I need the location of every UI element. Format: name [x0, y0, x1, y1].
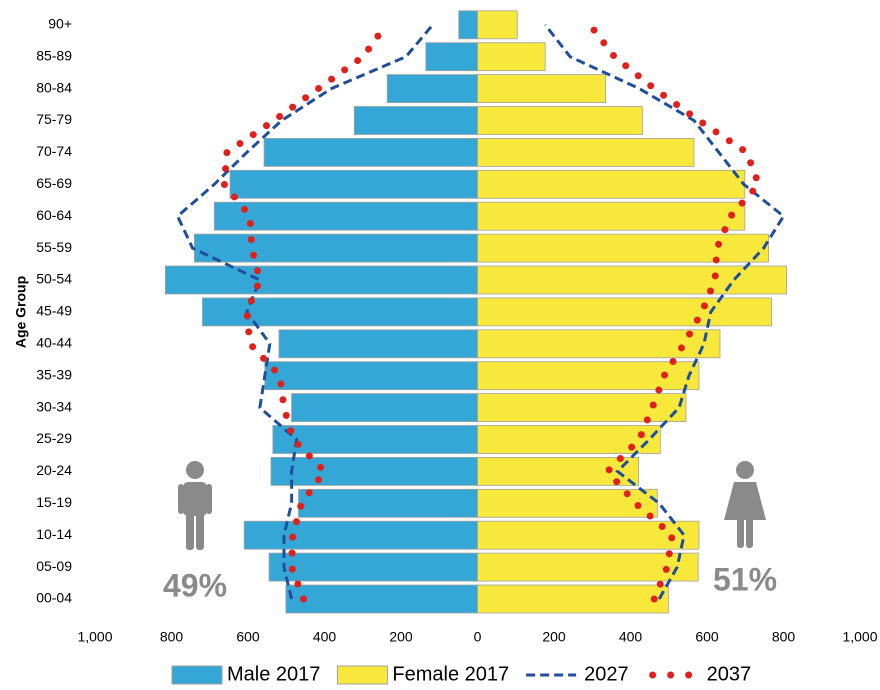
- bar: [268, 552, 478, 582]
- y-axis-label: Age Group: [13, 276, 29, 348]
- bar: [477, 42, 546, 72]
- bar: [425, 42, 478, 72]
- x-tick-label: 800: [772, 629, 796, 645]
- bar: [353, 106, 478, 135]
- bar: [243, 520, 478, 550]
- y-tick-label: 35-39: [36, 366, 72, 382]
- line-female: [586, 21, 763, 603]
- y-tick-label: 45-49: [36, 303, 72, 319]
- bar: [263, 137, 478, 167]
- bar: [477, 201, 746, 231]
- y-tick-label: 40-44: [36, 335, 72, 351]
- line-male: [175, 23, 434, 600]
- legend-label: 2027: [584, 663, 629, 685]
- bar: [477, 106, 643, 135]
- bar: [477, 297, 773, 327]
- y-tick-label: 70-74: [36, 143, 72, 159]
- y-tick-label: 00-04: [36, 590, 72, 606]
- bar: [272, 425, 478, 454]
- legend-label: 2037: [707, 663, 752, 685]
- y-tick-label: 65-69: [36, 175, 72, 191]
- bar: [264, 361, 478, 391]
- bar: [229, 169, 478, 199]
- legend-swatch: [336, 665, 388, 685]
- male-icon: [178, 461, 212, 550]
- x-tick-label: 1,000: [77, 629, 112, 645]
- female-share: 51%: [713, 561, 777, 597]
- bar: [477, 552, 699, 582]
- y-tick-label: 20-24: [36, 462, 72, 478]
- legend-label: Male 2017: [227, 663, 320, 685]
- line-male: [220, 21, 390, 603]
- y-tick-label: 30-34: [36, 398, 72, 414]
- bar: [477, 74, 607, 103]
- bar: [477, 584, 669, 614]
- bar: [477, 520, 700, 550]
- bar: [202, 297, 478, 327]
- y-tick-label: 60-64: [36, 207, 72, 223]
- x-tick-label: 1,000: [842, 629, 877, 645]
- y-tick-label: 25-29: [36, 430, 72, 446]
- bar: [278, 329, 478, 359]
- x-tick-label: 200: [542, 629, 566, 645]
- y-tick-label: 55-59: [36, 239, 72, 255]
- bar: [386, 74, 478, 103]
- bar: [477, 137, 695, 167]
- x-tick-label: 800: [160, 629, 184, 645]
- y-tick-label: 85-89: [36, 47, 72, 63]
- bar: [477, 169, 746, 199]
- bar: [194, 233, 478, 263]
- bar: [298, 488, 478, 518]
- legend-label: Female 2017: [392, 663, 509, 685]
- bar: [477, 233, 769, 263]
- y-tick-label: 05-09: [36, 558, 72, 574]
- y-tick-label: 15-19: [36, 494, 72, 510]
- bar: [213, 201, 478, 231]
- x-tick-label: 600: [236, 629, 260, 645]
- x-tick-label: 400: [313, 629, 337, 645]
- x-tick-label: 600: [695, 629, 719, 645]
- bar: [285, 584, 478, 614]
- x-tick-label: 400: [619, 629, 643, 645]
- male-share: 49%: [163, 567, 227, 603]
- y-tick-label: 90+: [48, 16, 72, 32]
- female-icon: [724, 461, 766, 548]
- y-tick-label: 80-84: [36, 79, 72, 95]
- y-tick-label: 10-14: [36, 526, 72, 542]
- line-female: [544, 23, 786, 600]
- bar: [291, 393, 478, 423]
- bar: [477, 265, 787, 295]
- bar: [164, 265, 478, 295]
- legend-swatch: [171, 665, 223, 685]
- y-tick-label: 50-54: [36, 271, 72, 287]
- x-tick-label: 200: [389, 629, 413, 645]
- bar: [477, 10, 518, 40]
- y-tick-label: 75-79: [36, 111, 72, 127]
- bar: [270, 456, 478, 486]
- bar: [477, 329, 721, 359]
- bar: [458, 10, 478, 40]
- x-tick-label: 0: [474, 629, 482, 645]
